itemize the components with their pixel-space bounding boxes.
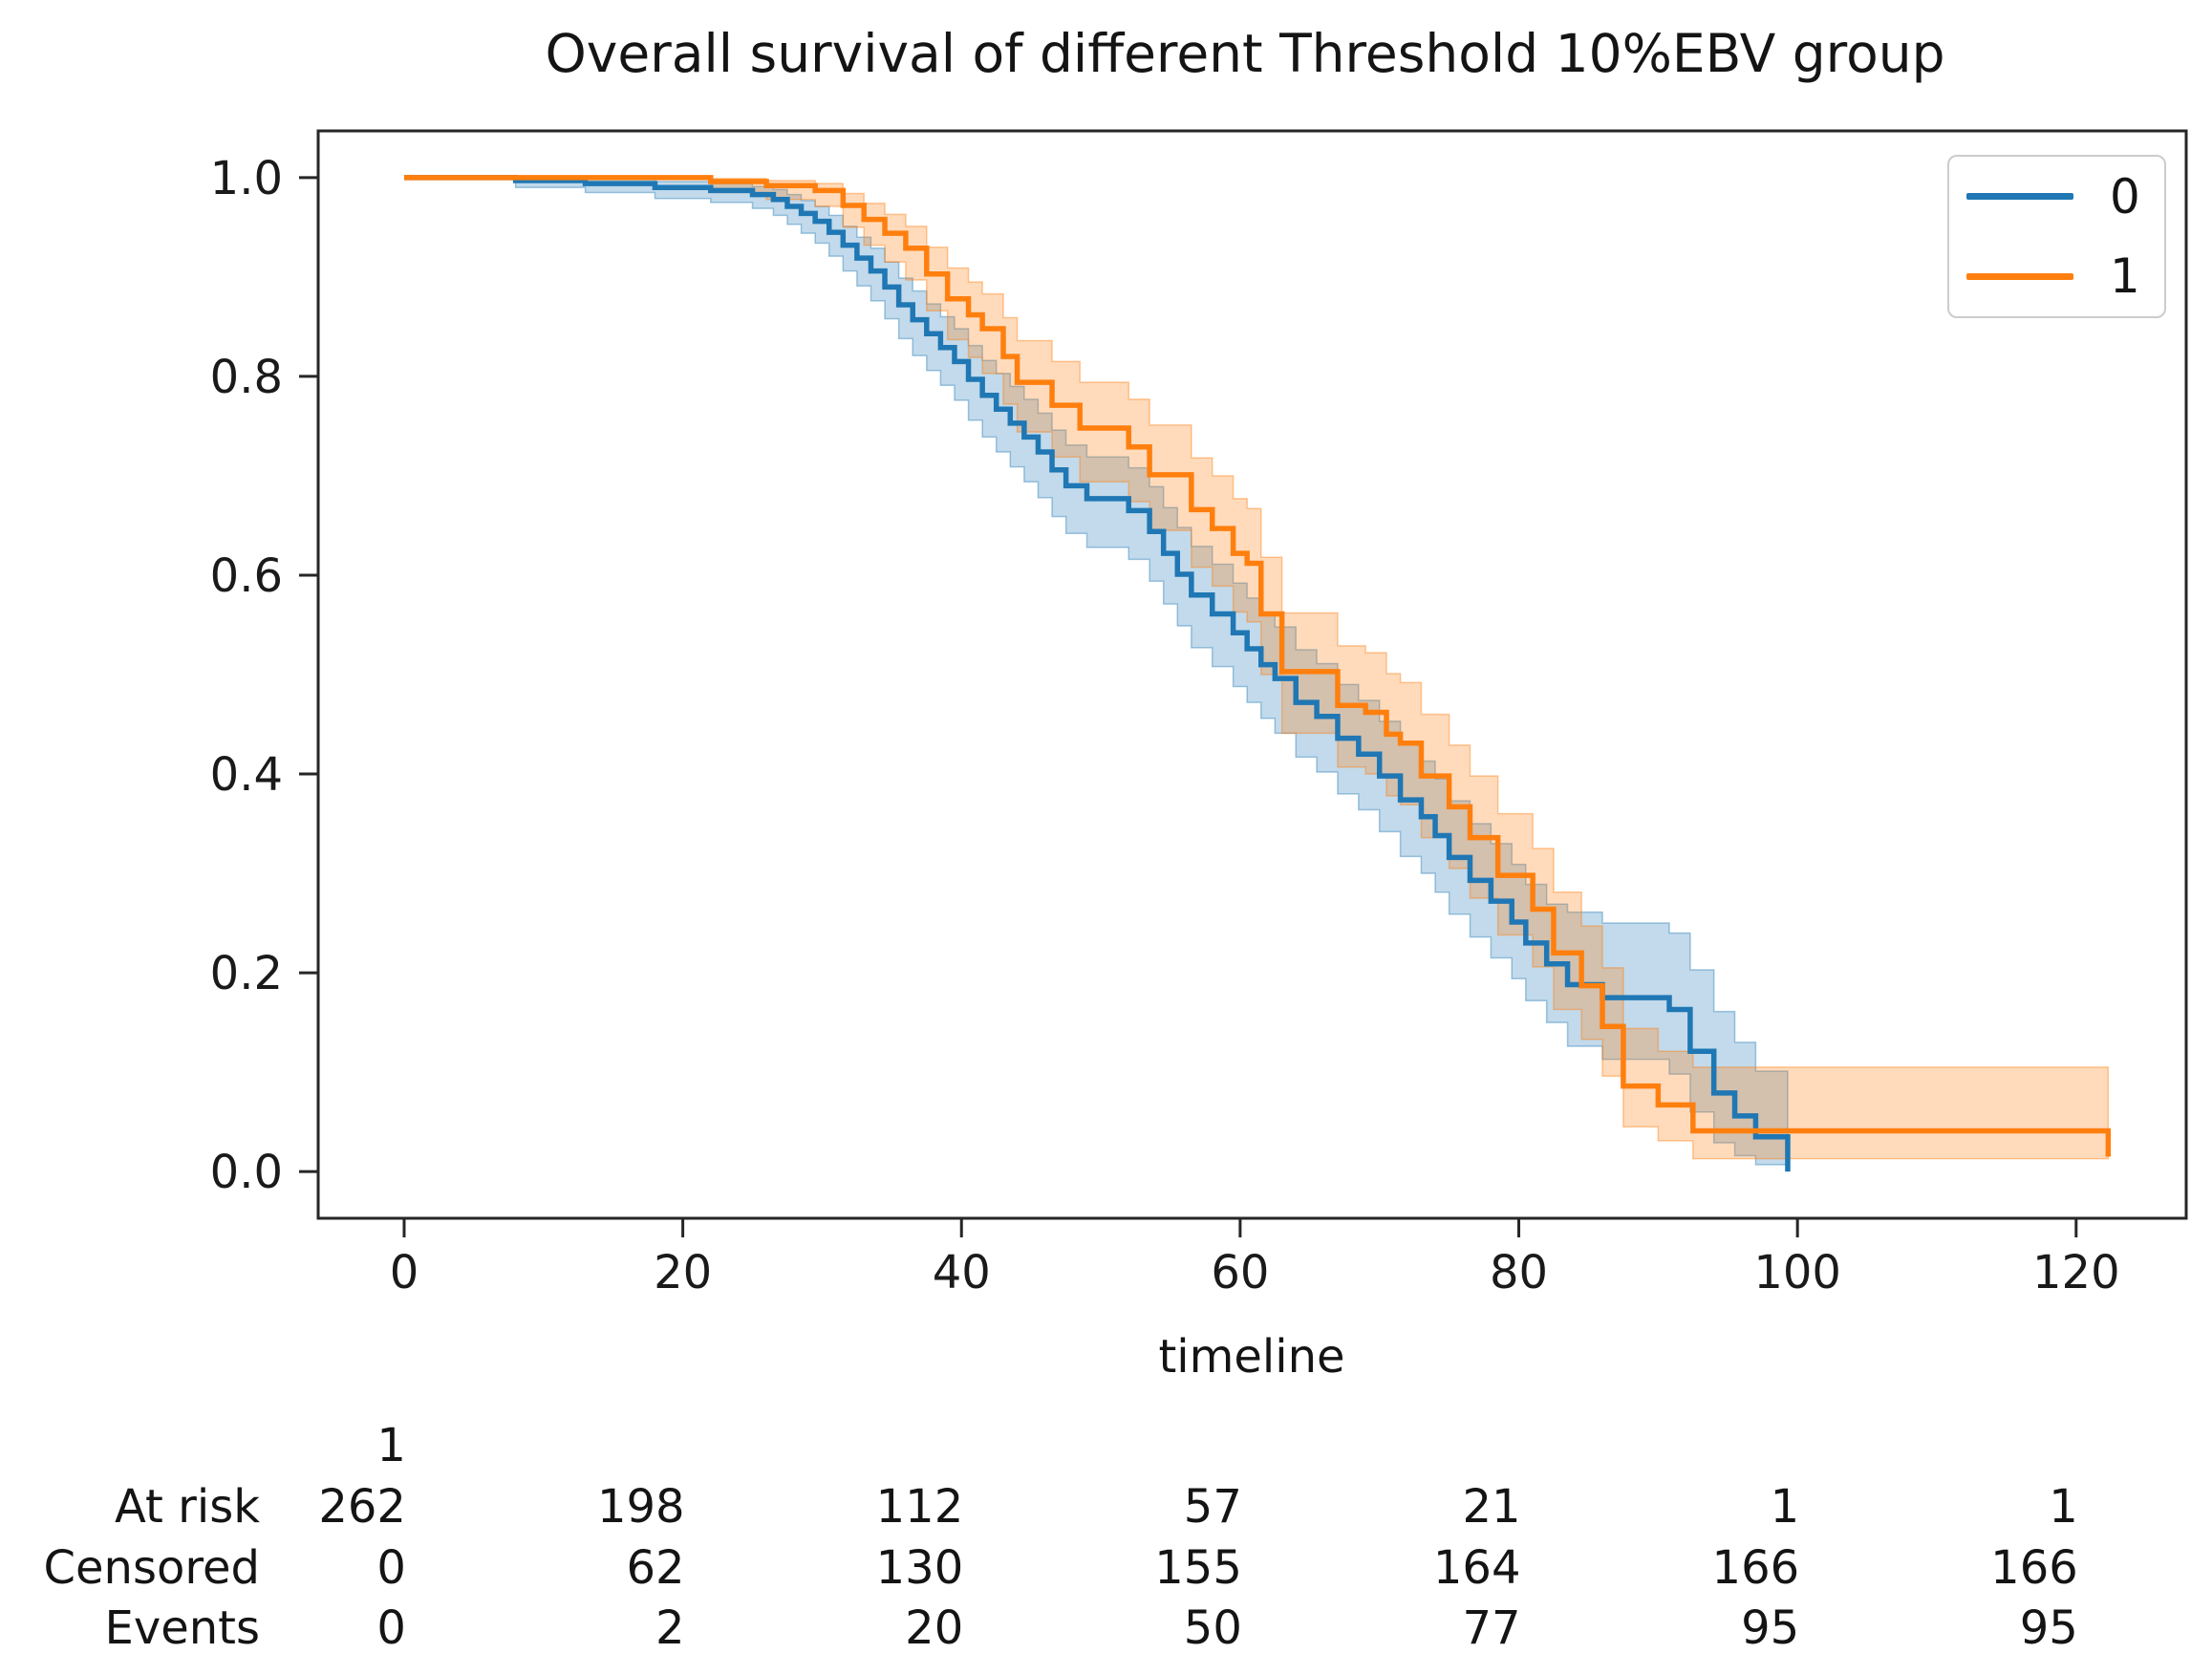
- risk-value: 0: [376, 1601, 406, 1655]
- ci-band-0: [403, 177, 1789, 1172]
- legend-line-icon: [1966, 193, 2073, 201]
- km-curve-0: [403, 175, 1791, 1172]
- legend-label: 1: [2110, 248, 2140, 305]
- risk-value: 155: [1154, 1541, 1242, 1595]
- risk-value: 112: [875, 1480, 964, 1534]
- chart-title: Overall survival of different Threshold …: [545, 23, 1945, 84]
- risk-value: 57: [1183, 1480, 1242, 1534]
- x-tick-label: 60: [1211, 1246, 1269, 1299]
- risk-row-label: Events: [104, 1601, 260, 1655]
- y-tick-label: 1.0: [210, 152, 283, 205]
- legend-line-icon: [1966, 272, 2073, 280]
- y-tick-label: 0.8: [210, 351, 283, 404]
- risk-row-label: Censored: [43, 1541, 260, 1595]
- y-tick-label: 0.0: [210, 1146, 283, 1199]
- y-tick-label: 0.6: [210, 549, 283, 603]
- risk-value: 166: [1711, 1541, 1800, 1595]
- risk-value: 77: [1462, 1601, 1521, 1655]
- risk-group-header: 1: [376, 1419, 406, 1472]
- x-tick-label: 100: [1753, 1246, 1841, 1299]
- risk-value: 198: [596, 1480, 685, 1534]
- km-curve-1: [403, 175, 2112, 1157]
- legend-label: 0: [2110, 168, 2140, 225]
- risk-value: 0: [376, 1541, 406, 1595]
- risk-value: 1: [1770, 1480, 1800, 1534]
- risk-value: 130: [875, 1541, 964, 1595]
- risk-value: 62: [626, 1541, 685, 1595]
- x-tick-label: 40: [933, 1246, 991, 1299]
- legend-entry-1: 1: [1949, 248, 2164, 304]
- y-tick-label: 0.2: [210, 947, 283, 1000]
- risk-value: 95: [1741, 1601, 1800, 1655]
- risk-row-label: At risk: [115, 1480, 260, 1534]
- x-tick-label: 120: [2032, 1246, 2120, 1299]
- x-tick-label: 20: [654, 1246, 712, 1299]
- risk-value: 20: [905, 1601, 964, 1655]
- y-tick-label: 0.4: [210, 748, 283, 802]
- risk-value: 95: [2019, 1601, 2078, 1655]
- risk-value: 2: [655, 1601, 685, 1655]
- risk-value: 262: [318, 1480, 406, 1534]
- risk-value: 166: [1990, 1541, 2078, 1595]
- ci-band-1: [403, 177, 2110, 1160]
- risk-value: 21: [1462, 1480, 1521, 1534]
- risk-value: 1: [2049, 1480, 2078, 1534]
- risk-value: 164: [1432, 1541, 1521, 1595]
- axes-frame: [316, 129, 2188, 1220]
- x-tick-label: 80: [1490, 1246, 1548, 1299]
- x-axis-label: timeline: [1158, 1330, 1345, 1384]
- risk-value: 50: [1183, 1601, 1242, 1655]
- x-tick-label: 0: [390, 1246, 419, 1299]
- legend-entry-0: 0: [1949, 169, 2164, 225]
